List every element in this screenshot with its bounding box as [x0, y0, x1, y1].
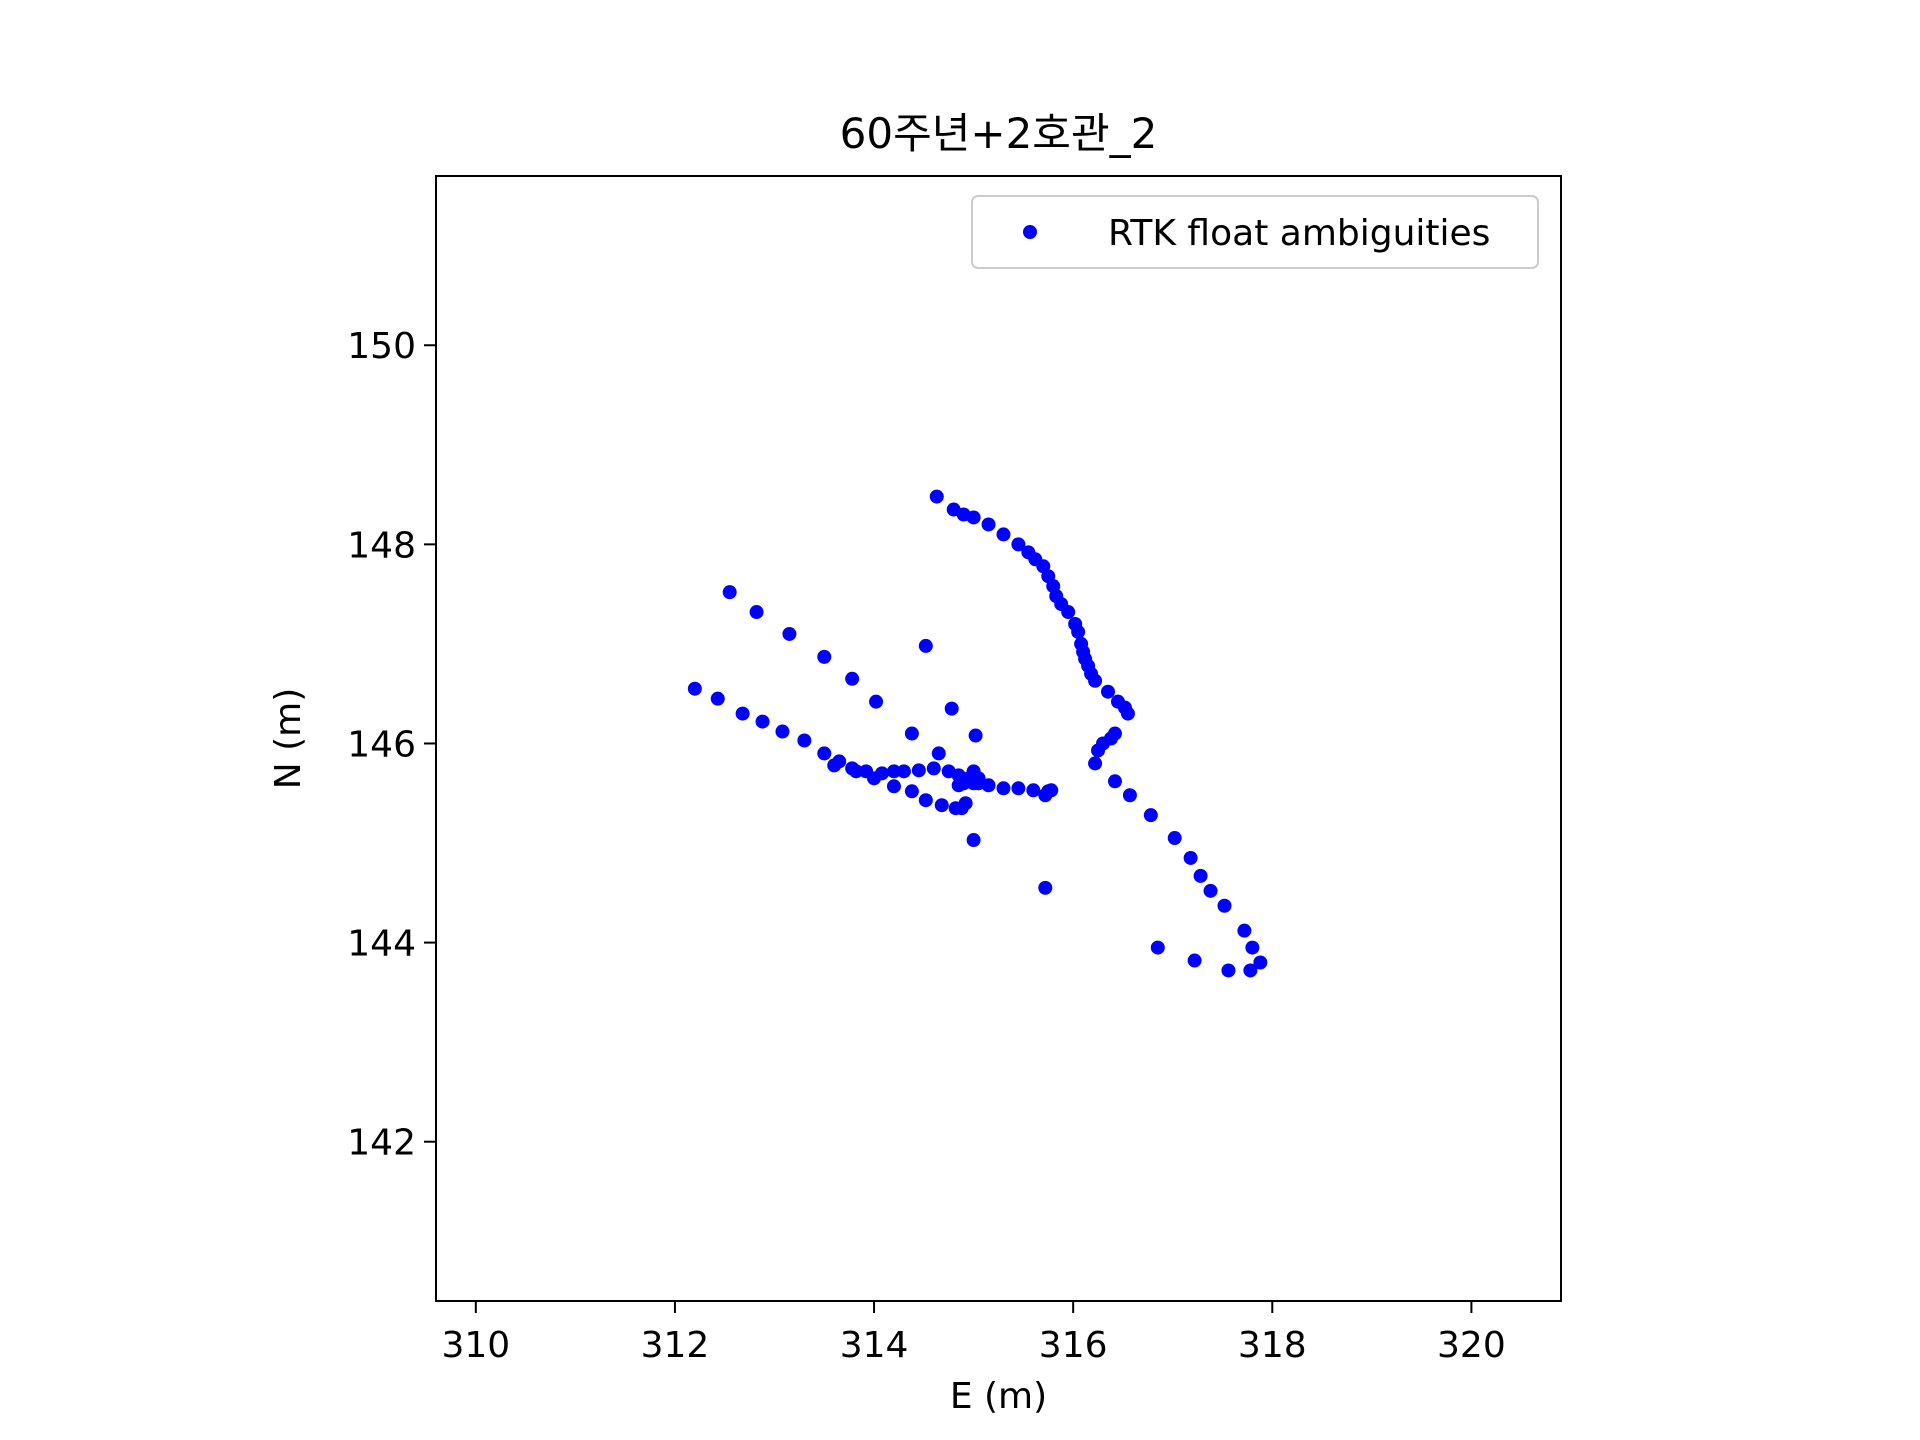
data-point: [1107, 774, 1122, 789]
data-point: [1044, 783, 1059, 798]
data-point: [749, 605, 764, 620]
data-point: [966, 833, 981, 848]
x-tick-label: 314: [840, 1325, 909, 1366]
data-point: [817, 649, 832, 664]
data-point: [1243, 963, 1258, 978]
y-tick-label: 150: [347, 326, 416, 367]
data-point: [956, 776, 971, 791]
data-point: [1143, 808, 1158, 823]
x-tick-label: 312: [641, 1325, 710, 1366]
data-point: [896, 764, 911, 779]
data-point: [958, 796, 973, 811]
data-point: [1122, 788, 1137, 803]
x-axis-label: E (m): [950, 1376, 1047, 1417]
data-point: [1071, 624, 1086, 639]
data-point: [849, 764, 864, 779]
data-point: [1120, 706, 1135, 721]
data-point: [918, 638, 933, 653]
data-point: [1217, 898, 1232, 913]
data-point: [1221, 963, 1236, 978]
data-point: [981, 517, 996, 532]
data-point: [886, 779, 901, 794]
y-tick-label: 146: [347, 724, 416, 765]
legend-box: [971, 195, 1539, 269]
x-tick-label: 320: [1437, 1325, 1506, 1366]
data-point: [1011, 781, 1026, 796]
data-point: [918, 793, 933, 808]
data-point: [1167, 831, 1182, 846]
data-point: [722, 585, 737, 600]
data-point: [1245, 940, 1260, 955]
data-point: [1011, 537, 1026, 552]
data-point: [1101, 684, 1116, 699]
data-point: [981, 778, 996, 793]
data-point: [735, 706, 750, 721]
data-point: [755, 714, 770, 729]
y-axis-label: N (m): [268, 688, 309, 790]
data-point: [1203, 883, 1218, 898]
data-point: [1183, 850, 1198, 865]
axis-ticks: 310 312 314 316 318 320 142 144 146 148 150: [347, 326, 1505, 1366]
data-point: [931, 746, 946, 761]
chart-title: 60주년+2호관_2: [840, 109, 1158, 158]
data-point: [966, 764, 981, 779]
data-point: [911, 763, 926, 778]
data-point: [710, 691, 725, 706]
data-point: [934, 798, 949, 813]
data-point: [845, 671, 860, 686]
data-point: [867, 771, 882, 786]
data-point: [775, 724, 790, 739]
data-point: [782, 626, 797, 641]
y-tick-label: 142: [347, 1123, 416, 1164]
data-point: [817, 746, 832, 761]
legend: RTK float ambiguities: [971, 195, 1539, 269]
data-point: [1038, 880, 1053, 895]
data-point: [869, 694, 884, 709]
data-point: [929, 489, 944, 504]
data-point: [1193, 868, 1208, 883]
data-point: [904, 784, 919, 799]
scatter-points: [687, 489, 1268, 978]
data-point: [1253, 955, 1268, 970]
legend-label: RTK float ambiguities: [1108, 213, 1490, 254]
data-point: [926, 761, 941, 776]
y-tick-label: 144: [347, 924, 416, 965]
data-point: [1091, 743, 1106, 758]
data-point: [966, 510, 981, 525]
data-point: [886, 764, 901, 779]
data-point: [904, 726, 919, 741]
data-point: [996, 527, 1011, 542]
data-point: [797, 733, 812, 748]
legend-marker: [1023, 225, 1037, 239]
x-tick-label: 318: [1238, 1325, 1307, 1366]
data-point: [944, 701, 959, 716]
x-tick-label: 316: [1039, 1325, 1108, 1366]
data-point: [1088, 756, 1103, 771]
y-tick-label: 148: [347, 525, 416, 566]
data-point: [968, 728, 983, 743]
data-point: [827, 758, 842, 773]
data-point: [1088, 673, 1103, 688]
data-point: [1187, 953, 1202, 968]
data-point: [1237, 923, 1252, 938]
data-point: [996, 781, 1011, 796]
x-tick-label: 310: [441, 1325, 510, 1366]
data-point: [1150, 940, 1165, 955]
plot-area-frame: [435, 175, 1562, 1302]
data-point: [1061, 605, 1076, 620]
data-point: [1026, 783, 1041, 798]
data-point: [687, 681, 702, 696]
